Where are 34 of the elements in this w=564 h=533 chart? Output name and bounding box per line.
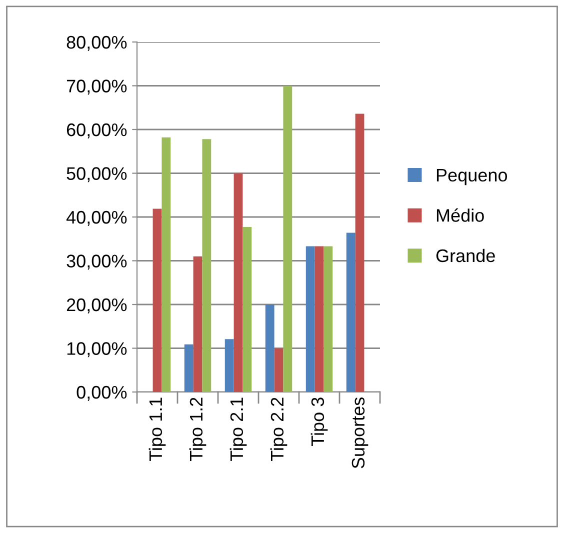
x-tick-label: Tipo 3 (310, 398, 328, 446)
bar (184, 344, 194, 392)
y-tick-label: 80,00% (66, 36, 127, 51)
y-tick-label: 0,00% (76, 386, 127, 401)
bar (355, 114, 364, 392)
bar (202, 139, 212, 392)
bar (193, 256, 202, 392)
x-tick-label: Tipo 2.2 (270, 398, 288, 462)
bar (306, 246, 315, 392)
legend-label: Médio (436, 208, 484, 222)
y-tick-label: 10,00% (67, 342, 127, 358)
bar (324, 246, 333, 392)
x-tick-label: Suportes (352, 398, 368, 468)
y-tick-label: 30,00% (66, 254, 127, 270)
y-tick-label: 40,00% (66, 210, 127, 226)
bar (346, 232, 356, 392)
bar (274, 348, 284, 392)
bar (162, 137, 171, 392)
y-tick-label: 70,00% (66, 80, 127, 95)
y-tick-label: 20,00% (66, 298, 127, 314)
bar (234, 173, 243, 392)
bar (265, 304, 274, 392)
x-tick-label: Tipo 1.2 (189, 398, 206, 462)
x-tick-label: Tipo 1.1 (148, 398, 166, 462)
legend-label: Pequeno (436, 168, 508, 186)
legend-label: Grande (436, 248, 495, 262)
y-tick-label: 60,00% (66, 123, 127, 138)
x-tick-label: Tipo 2.1 (230, 398, 247, 462)
bar (314, 246, 324, 392)
bar (224, 339, 234, 392)
bar (242, 227, 252, 392)
bar (283, 86, 292, 392)
bar (152, 208, 162, 392)
y-tick-label: 50,00% (66, 167, 127, 182)
